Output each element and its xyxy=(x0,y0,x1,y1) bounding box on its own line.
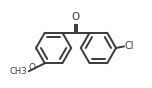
Text: O: O xyxy=(72,12,80,22)
Text: Cl: Cl xyxy=(125,41,134,51)
Text: O: O xyxy=(28,63,35,72)
Text: CH3: CH3 xyxy=(10,67,28,76)
